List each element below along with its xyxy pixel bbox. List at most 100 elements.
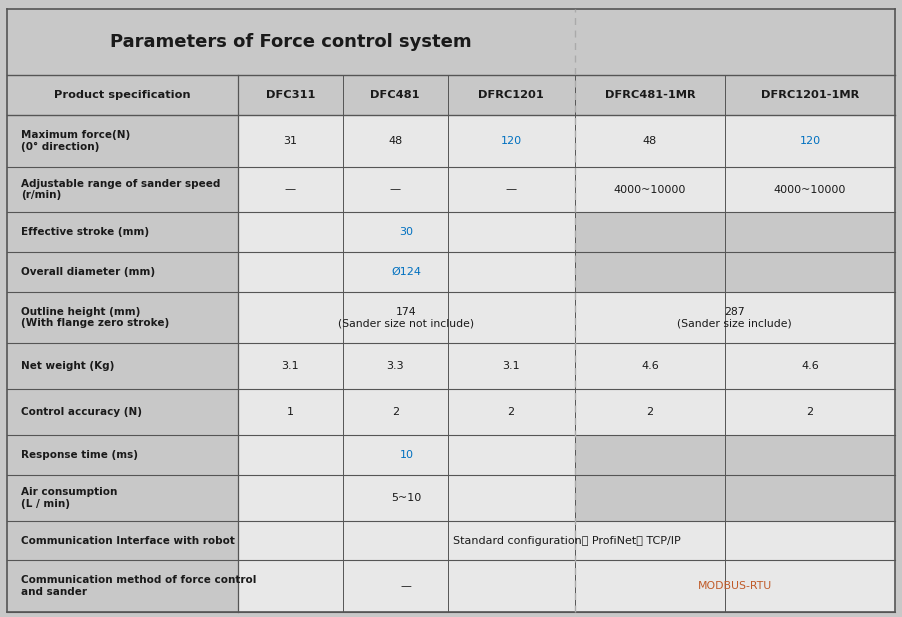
Text: 174
(Sander size not include): 174 (Sander size not include) [338, 307, 474, 328]
Text: DFRC1201-1MR: DFRC1201-1MR [760, 90, 859, 100]
Bar [7, 475, 238, 521]
Bar [7, 115, 238, 167]
Bar [725, 475, 895, 521]
Text: 10: 10 [400, 450, 413, 460]
Text: 31: 31 [283, 136, 298, 146]
Bar [343, 115, 447, 167]
Bar [575, 560, 895, 612]
Bar [725, 389, 895, 435]
Bar [238, 344, 343, 389]
Bar [575, 292, 895, 344]
Text: MODBUS-RTU: MODBUS-RTU [697, 581, 772, 591]
Bar [238, 75, 343, 115]
Bar [725, 75, 895, 115]
Bar [7, 252, 238, 292]
Bar [238, 167, 343, 212]
Bar [7, 344, 238, 389]
Bar [238, 252, 575, 292]
Text: 48: 48 [643, 136, 657, 146]
Bar [343, 344, 447, 389]
Bar [7, 9, 895, 75]
Text: 3.1: 3.1 [502, 362, 520, 371]
Text: 4000~10000: 4000~10000 [613, 184, 686, 194]
Text: 3.3: 3.3 [386, 362, 404, 371]
Text: —: — [390, 184, 400, 194]
Text: 4.6: 4.6 [801, 362, 819, 371]
Text: Effective stroke (mm): Effective stroke (mm) [21, 227, 149, 238]
Text: Ø124: Ø124 [391, 267, 421, 277]
Bar [343, 389, 447, 435]
Text: Communication method of force control
and sander: Communication method of force control an… [21, 576, 256, 597]
Bar [238, 521, 895, 560]
Text: 287
(Sander size include): 287 (Sander size include) [677, 307, 792, 328]
Text: 48: 48 [388, 136, 402, 146]
Bar [7, 389, 238, 435]
Text: Outline height (mm)
(With flange zero stroke): Outline height (mm) (With flange zero st… [21, 307, 170, 328]
Bar [7, 292, 238, 344]
Bar [575, 475, 725, 521]
Text: Communication Interface with robot: Communication Interface with robot [21, 536, 235, 545]
Bar [575, 435, 725, 475]
Text: DFC481: DFC481 [371, 90, 420, 100]
Text: Air consumption
(L / min): Air consumption (L / min) [21, 487, 117, 508]
Text: DFRC1201: DFRC1201 [478, 90, 544, 100]
Bar [238, 212, 575, 252]
Text: DFRC481-1MR: DFRC481-1MR [604, 90, 695, 100]
Bar [725, 167, 895, 212]
Bar [575, 252, 725, 292]
Bar [575, 212, 725, 252]
Bar [7, 212, 238, 252]
Bar [575, 75, 725, 115]
Bar [7, 75, 238, 115]
Bar [238, 389, 343, 435]
Text: 3.1: 3.1 [281, 362, 299, 371]
Text: Overall diameter (mm): Overall diameter (mm) [21, 267, 155, 277]
Bar [7, 167, 238, 212]
Bar [7, 521, 238, 560]
Bar [238, 475, 575, 521]
Bar [447, 389, 575, 435]
Text: Maximum force(N)
(0° direction): Maximum force(N) (0° direction) [21, 130, 130, 152]
Text: 2: 2 [508, 407, 515, 417]
Bar [238, 435, 575, 475]
Bar [7, 435, 238, 475]
Bar [575, 389, 725, 435]
Bar [575, 167, 725, 212]
Text: 1: 1 [287, 407, 294, 417]
Text: —: — [285, 184, 296, 194]
Text: 2: 2 [647, 407, 653, 417]
Bar [343, 167, 447, 212]
Bar [725, 344, 895, 389]
Bar [725, 435, 895, 475]
Text: Control accuracy (N): Control accuracy (N) [21, 407, 143, 417]
Bar [725, 212, 895, 252]
Bar [447, 344, 575, 389]
Text: —: — [401, 581, 412, 591]
Text: Product specification: Product specification [54, 90, 191, 100]
Text: Net weight (Kg): Net weight (Kg) [21, 362, 115, 371]
Bar [343, 75, 447, 115]
Bar [447, 115, 575, 167]
Bar [238, 115, 343, 167]
Text: 120: 120 [501, 136, 521, 146]
Text: 4000~10000: 4000~10000 [774, 184, 846, 194]
Text: Parameters of Force control system: Parameters of Force control system [110, 33, 472, 51]
Text: 4.6: 4.6 [641, 362, 658, 371]
Text: Standard configuration： ProfiNet， TCP/IP: Standard configuration： ProfiNet， TCP/IP [453, 536, 680, 545]
Bar [725, 252, 895, 292]
Text: 2: 2 [806, 407, 814, 417]
Text: 5~10: 5~10 [391, 493, 421, 503]
Bar [575, 115, 725, 167]
Bar [447, 167, 575, 212]
Bar [7, 560, 238, 612]
Bar [575, 344, 725, 389]
Bar [238, 560, 575, 612]
Bar [725, 115, 895, 167]
Text: 2: 2 [391, 407, 399, 417]
Text: Adjustable range of sander speed
(r/min): Adjustable range of sander speed (r/min) [21, 179, 220, 201]
Bar [238, 292, 575, 344]
Bar [447, 75, 575, 115]
Text: DFC311: DFC311 [266, 90, 315, 100]
Text: 120: 120 [799, 136, 821, 146]
Text: 30: 30 [400, 227, 413, 238]
